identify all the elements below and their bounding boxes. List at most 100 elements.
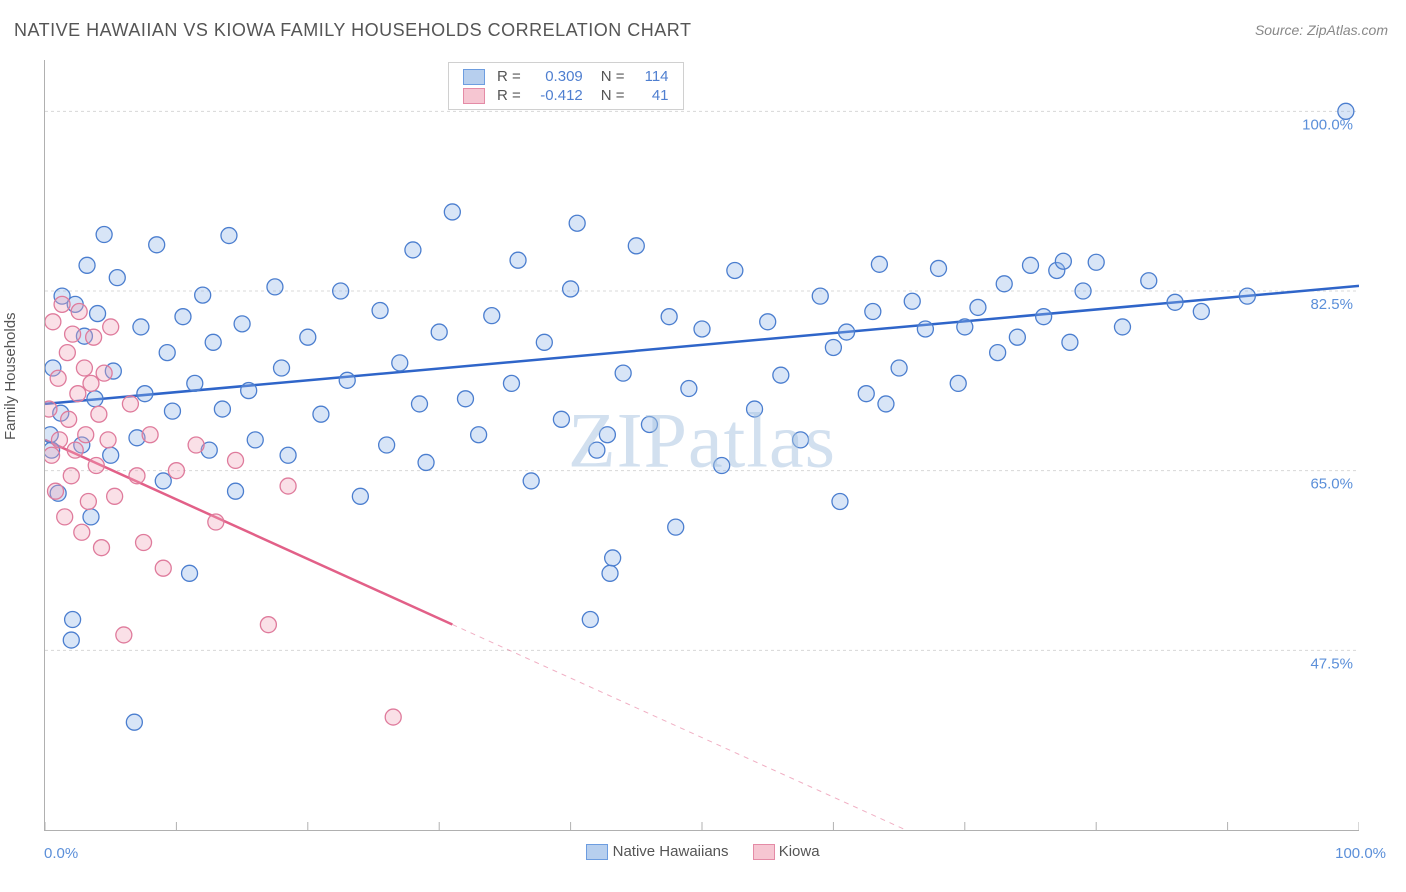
- data-point: [65, 326, 81, 342]
- data-point: [471, 427, 487, 443]
- data-point: [747, 401, 763, 417]
- data-point: [87, 391, 103, 407]
- data-point: [45, 401, 57, 417]
- data-point: [187, 375, 203, 391]
- data-point: [411, 396, 427, 412]
- legend-swatch: [753, 844, 775, 860]
- data-point: [563, 281, 579, 297]
- correlation-legend: R = 0.309 N = 114 R = -0.412 N = 41: [448, 62, 684, 110]
- data-point: [714, 458, 730, 474]
- data-point: [221, 228, 237, 244]
- data-point: [1075, 283, 1091, 299]
- data-point: [100, 432, 116, 448]
- data-point: [107, 488, 123, 504]
- data-point: [379, 437, 395, 453]
- data-point: [1036, 309, 1052, 325]
- series-legend: Native Hawaiians Kiowa: [0, 843, 1406, 860]
- data-point: [67, 442, 83, 458]
- data-point: [917, 321, 933, 337]
- y-tick-label: 82.5%: [1310, 296, 1353, 313]
- data-point: [668, 519, 684, 535]
- data-point: [582, 612, 598, 628]
- data-point: [970, 299, 986, 315]
- data-point: [137, 386, 153, 402]
- data-point: [405, 242, 421, 258]
- data-point: [1009, 329, 1025, 345]
- legend-R-value: -0.412: [527, 86, 589, 105]
- chart-title: NATIVE HAWAIIAN VS KIOWA FAMILY HOUSEHOL…: [14, 20, 691, 41]
- data-point: [48, 483, 64, 499]
- data-point: [234, 316, 250, 332]
- data-point: [878, 396, 894, 412]
- data-point: [1114, 319, 1130, 335]
- data-point: [599, 427, 615, 443]
- data-point: [553, 411, 569, 427]
- source-label: Source: ZipAtlas.com: [1255, 22, 1388, 38]
- data-point: [59, 345, 75, 361]
- y-tick-label: 65.0%: [1310, 476, 1353, 493]
- data-point: [63, 632, 79, 648]
- data-point: [760, 314, 776, 330]
- data-point: [51, 432, 67, 448]
- data-point: [57, 509, 73, 525]
- data-point: [602, 565, 618, 581]
- data-point: [661, 309, 677, 325]
- data-point: [208, 514, 224, 530]
- data-point: [88, 458, 104, 474]
- legend-series-label: Kiowa: [779, 843, 820, 860]
- data-point: [904, 293, 920, 309]
- data-point: [931, 260, 947, 276]
- data-point: [78, 427, 94, 443]
- data-point: [80, 493, 96, 509]
- data-point: [129, 468, 145, 484]
- data-point: [333, 283, 349, 299]
- data-point: [96, 365, 112, 381]
- data-point: [70, 386, 86, 402]
- data-point: [536, 334, 552, 350]
- data-point: [372, 303, 388, 319]
- legend-N-value: 114: [631, 67, 675, 86]
- data-point: [61, 411, 77, 427]
- data-point: [175, 309, 191, 325]
- data-point: [228, 452, 244, 468]
- data-point: [54, 296, 70, 312]
- data-point: [681, 381, 697, 397]
- data-point: [812, 288, 828, 304]
- data-point: [950, 375, 966, 391]
- data-point: [628, 238, 644, 254]
- legend-N-label: N =: [589, 86, 631, 105]
- data-point: [839, 324, 855, 340]
- trend-line-dashed: [452, 624, 1359, 830]
- data-point: [116, 627, 132, 643]
- data-point: [484, 308, 500, 324]
- data-point: [1023, 257, 1039, 273]
- data-point: [83, 375, 99, 391]
- data-point: [71, 304, 87, 320]
- legend-swatch: [463, 88, 485, 104]
- data-point: [280, 478, 296, 494]
- data-point: [694, 321, 710, 337]
- scatter-svg: 47.5%65.0%82.5%100.0%: [45, 60, 1359, 830]
- data-point: [569, 215, 585, 231]
- data-point: [523, 473, 539, 489]
- data-point: [510, 252, 526, 268]
- data-point: [825, 339, 841, 355]
- data-point: [990, 345, 1006, 361]
- data-point: [74, 524, 90, 540]
- y-tick-label: 47.5%: [1310, 655, 1353, 672]
- data-point: [126, 714, 142, 730]
- data-point: [241, 383, 257, 399]
- data-point: [247, 432, 263, 448]
- data-point: [76, 360, 92, 376]
- data-point: [1055, 253, 1071, 269]
- data-point: [832, 493, 848, 509]
- data-point: [1167, 294, 1183, 310]
- data-point: [274, 360, 290, 376]
- legend-R-value: 0.309: [527, 67, 589, 86]
- data-point: [352, 488, 368, 504]
- data-point: [133, 319, 149, 335]
- y-axis-label: Family Households: [2, 312, 19, 440]
- data-point: [1338, 103, 1354, 119]
- data-point: [385, 709, 401, 725]
- data-point: [149, 237, 165, 253]
